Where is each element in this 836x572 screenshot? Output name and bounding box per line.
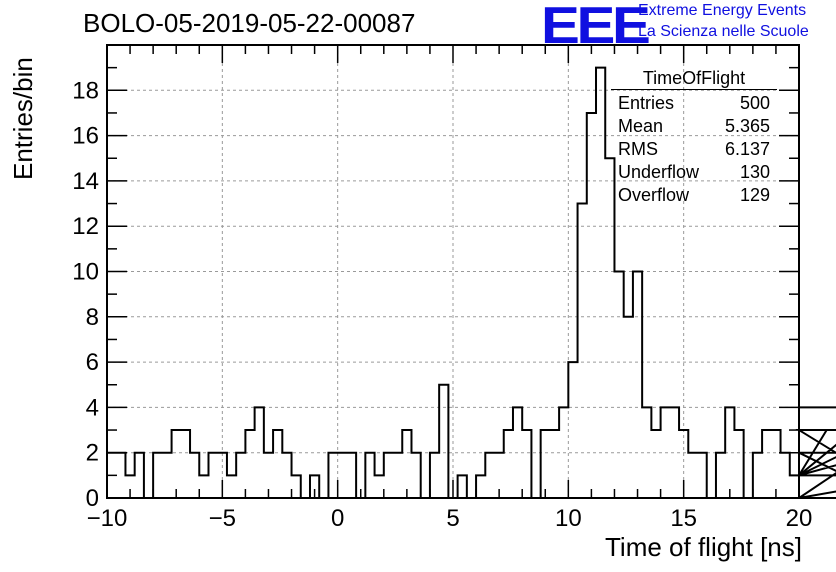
stats-box: TimeOfFlight Entries 500 Mean 5.365 RMS … bbox=[611, 64, 777, 210]
y-tick-label: 4 bbox=[86, 394, 99, 421]
stats-row-underflow: Underflow 130 bbox=[618, 162, 770, 184]
y-axis-label: Entries/bin bbox=[8, 57, 38, 180]
y-tick-label: 12 bbox=[72, 213, 99, 240]
x-tick-label: 5 bbox=[446, 505, 459, 532]
x-tick-label: 10 bbox=[555, 505, 582, 532]
chart-title: BOLO-05-2019-05-22-00087 bbox=[83, 8, 416, 38]
x-tick-label: 0 bbox=[331, 505, 344, 532]
grid-lines bbox=[107, 45, 799, 498]
stats-row-rms: RMS 6.137 bbox=[618, 139, 770, 161]
x-tick-label: 15 bbox=[670, 505, 697, 532]
stats-label: Mean bbox=[618, 116, 664, 136]
x-axis-label: Time of flight [ns] bbox=[605, 532, 802, 562]
stats-label: RMS bbox=[618, 139, 658, 159]
stats-value: 130 bbox=[739, 162, 770, 182]
y-tick-label: 8 bbox=[86, 304, 99, 331]
y-tick-label: 2 bbox=[86, 440, 99, 467]
histogram-outline bbox=[107, 66, 836, 499]
x-tick-labels: −10 −5 0 5 10 15 20 bbox=[87, 505, 813, 532]
eee-logo: EEE bbox=[541, 0, 651, 55]
y-tick-label: 16 bbox=[72, 123, 99, 150]
y-tick-label: 14 bbox=[72, 168, 99, 195]
axis-ticks bbox=[106, 45, 800, 499]
x-tick-label: −10 bbox=[87, 505, 128, 532]
y-tick-label: 10 bbox=[72, 259, 99, 286]
x-tick-label: 20 bbox=[786, 505, 813, 532]
stats-value: 129 bbox=[739, 185, 770, 205]
y-tick-labels: 0 2 4 6 8 10 12 14 16 18 bbox=[72, 77, 99, 512]
y-tick-label: 18 bbox=[72, 77, 99, 104]
logo-subtitle-2: La Scienza nelle Scuole bbox=[638, 23, 809, 40]
y-tick-label: 6 bbox=[86, 349, 99, 376]
stats-row-mean: Mean 5.365 bbox=[618, 116, 770, 138]
stats-label: Underflow bbox=[618, 162, 700, 182]
stats-label: Entries bbox=[618, 93, 675, 113]
stats-value: 6.137 bbox=[724, 139, 770, 159]
stats-title-underline bbox=[611, 89, 777, 90]
stats-title: TimeOfFlight bbox=[642, 68, 746, 88]
stats-row-entries: Entries 500 bbox=[618, 93, 770, 115]
stats-value: 500 bbox=[739, 93, 770, 113]
stats-row-overflow: Overflow 129 bbox=[618, 185, 770, 207]
stats-value: 5.365 bbox=[724, 116, 770, 136]
stats-label: Overflow bbox=[618, 185, 690, 205]
x-tick-label: −5 bbox=[209, 505, 236, 532]
y-tick-label: 0 bbox=[86, 485, 99, 512]
logo-subtitle-1: Extreme Energy Events bbox=[638, 2, 807, 19]
